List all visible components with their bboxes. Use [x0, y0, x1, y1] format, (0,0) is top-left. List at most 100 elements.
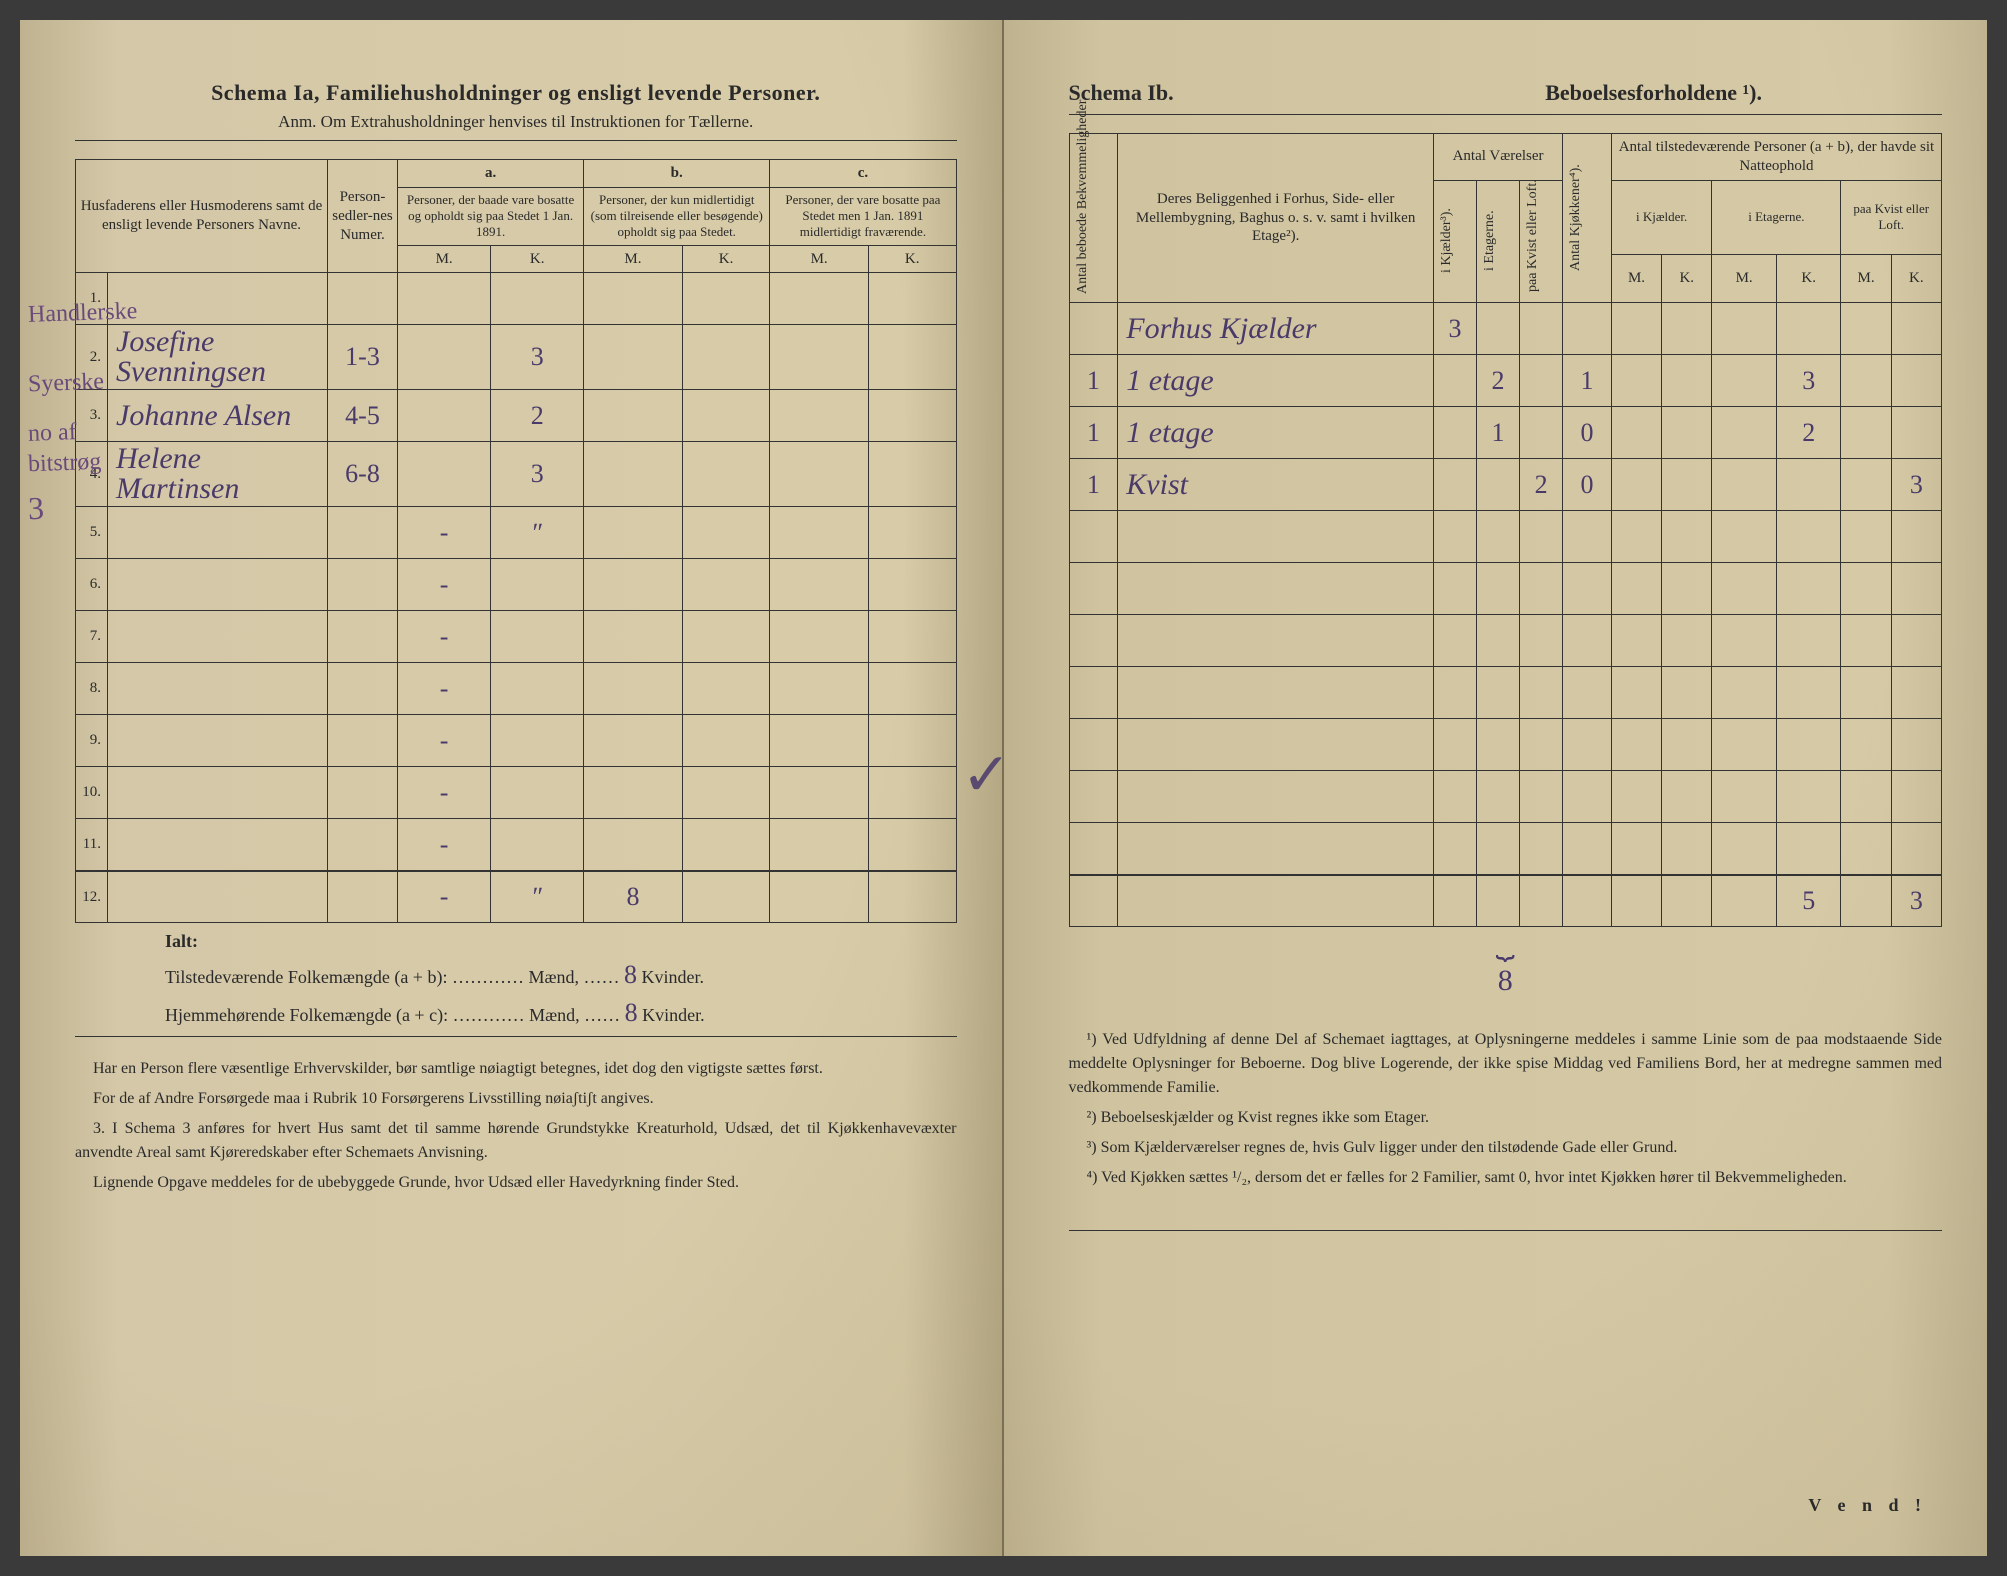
table-row: 1 Kvist 2 0 3 [1069, 459, 1942, 511]
cell [491, 611, 584, 663]
table-row: 12. - ʺ 8 [76, 871, 957, 923]
left-footer: Har en Person flere væsentlige Erhvervsk… [75, 1057, 957, 1195]
name-cell [108, 507, 328, 559]
cell [868, 819, 956, 871]
cell [1520, 823, 1563, 875]
cell [1520, 875, 1563, 927]
cell [770, 715, 869, 767]
cell [584, 767, 683, 819]
cell [1776, 303, 1841, 355]
cell [770, 273, 869, 325]
num-cell [328, 819, 398, 871]
cell [1477, 459, 1520, 511]
cell [398, 325, 491, 390]
cell [584, 611, 683, 663]
cell [1520, 355, 1563, 407]
cell [1611, 355, 1661, 407]
cell [491, 559, 584, 611]
cell [1776, 771, 1841, 823]
cell [491, 715, 584, 767]
cell: - [398, 663, 491, 715]
cell [1477, 823, 1520, 875]
cell: 3 [491, 325, 584, 390]
bel-cell [1118, 511, 1434, 563]
name-cell [108, 611, 328, 663]
cell [584, 715, 683, 767]
cell [682, 715, 770, 767]
cell [584, 442, 683, 507]
cell [1069, 823, 1118, 875]
footer-p: ²) Beboelseskjælder og Kvist regnes ikke… [1069, 1106, 1943, 1130]
num-cell [328, 559, 398, 611]
cell [682, 390, 770, 442]
name-cell [108, 663, 328, 715]
cell [1662, 511, 1712, 563]
th-m: M. [1841, 255, 1891, 303]
cell [1712, 355, 1777, 407]
num-cell: 4-5 [328, 390, 398, 442]
cell [868, 767, 956, 819]
cell [1712, 875, 1777, 927]
th-m: M. [1611, 255, 1661, 303]
cell: 0 [1563, 459, 1612, 511]
num-cell [328, 611, 398, 663]
th-k: K. [491, 245, 584, 273]
cell [770, 390, 869, 442]
cell: 1 [1477, 407, 1520, 459]
cell: 8 [584, 871, 683, 923]
cell [1069, 615, 1118, 667]
cell [1520, 407, 1563, 459]
cell [1611, 407, 1661, 459]
right-title-right: Beboelsesforholdene ¹). [1545, 80, 1762, 106]
footer-p: For de af Andre Forsørgede maa i Rubrik … [75, 1087, 957, 1111]
margin-note: 3 [27, 490, 44, 528]
cell [1477, 771, 1520, 823]
left-title: Schema Ia, Familiehusholdninger og ensli… [75, 80, 957, 106]
th-name: Husfaderens eller Husmoderens samt de en… [76, 160, 328, 273]
cell [868, 325, 956, 390]
cell [1841, 303, 1891, 355]
row-num: 9. [76, 715, 108, 767]
cell [1776, 459, 1841, 511]
cell [1662, 407, 1712, 459]
cell: ʺ [491, 507, 584, 559]
cell [398, 273, 491, 325]
cell [682, 507, 770, 559]
cell [1662, 459, 1712, 511]
num-cell: 6-8 [328, 442, 398, 507]
divider [75, 140, 957, 141]
cell [584, 507, 683, 559]
th-ietagerne: i Etagerne. [1712, 180, 1841, 255]
cell [868, 611, 956, 663]
cell [1069, 875, 1118, 927]
cell [1433, 823, 1476, 875]
table-row: 6. - [76, 559, 957, 611]
cell [491, 273, 584, 325]
cell [868, 273, 956, 325]
cell [1563, 719, 1612, 771]
num-cell [328, 507, 398, 559]
cell: 2 [1776, 407, 1841, 459]
cell: 1 [1069, 459, 1118, 511]
cell [1712, 459, 1777, 511]
cell [770, 442, 869, 507]
cell [770, 871, 869, 923]
num-cell [328, 767, 398, 819]
cell [398, 390, 491, 442]
table-row: 4. Helene Martinsen 6-8 3 [76, 442, 957, 507]
cell [584, 325, 683, 390]
name-cell: Helene Martinsen [108, 442, 328, 507]
cell: 1 [1069, 355, 1118, 407]
cell [1563, 615, 1612, 667]
cell [398, 442, 491, 507]
table-row [1069, 511, 1942, 563]
th-k: K. [868, 245, 956, 273]
cell [868, 559, 956, 611]
cell [584, 390, 683, 442]
name-cell [108, 273, 328, 325]
cell [1611, 719, 1661, 771]
table-row [1069, 667, 1942, 719]
cell [584, 819, 683, 871]
cell [1069, 511, 1118, 563]
cell [1662, 303, 1712, 355]
